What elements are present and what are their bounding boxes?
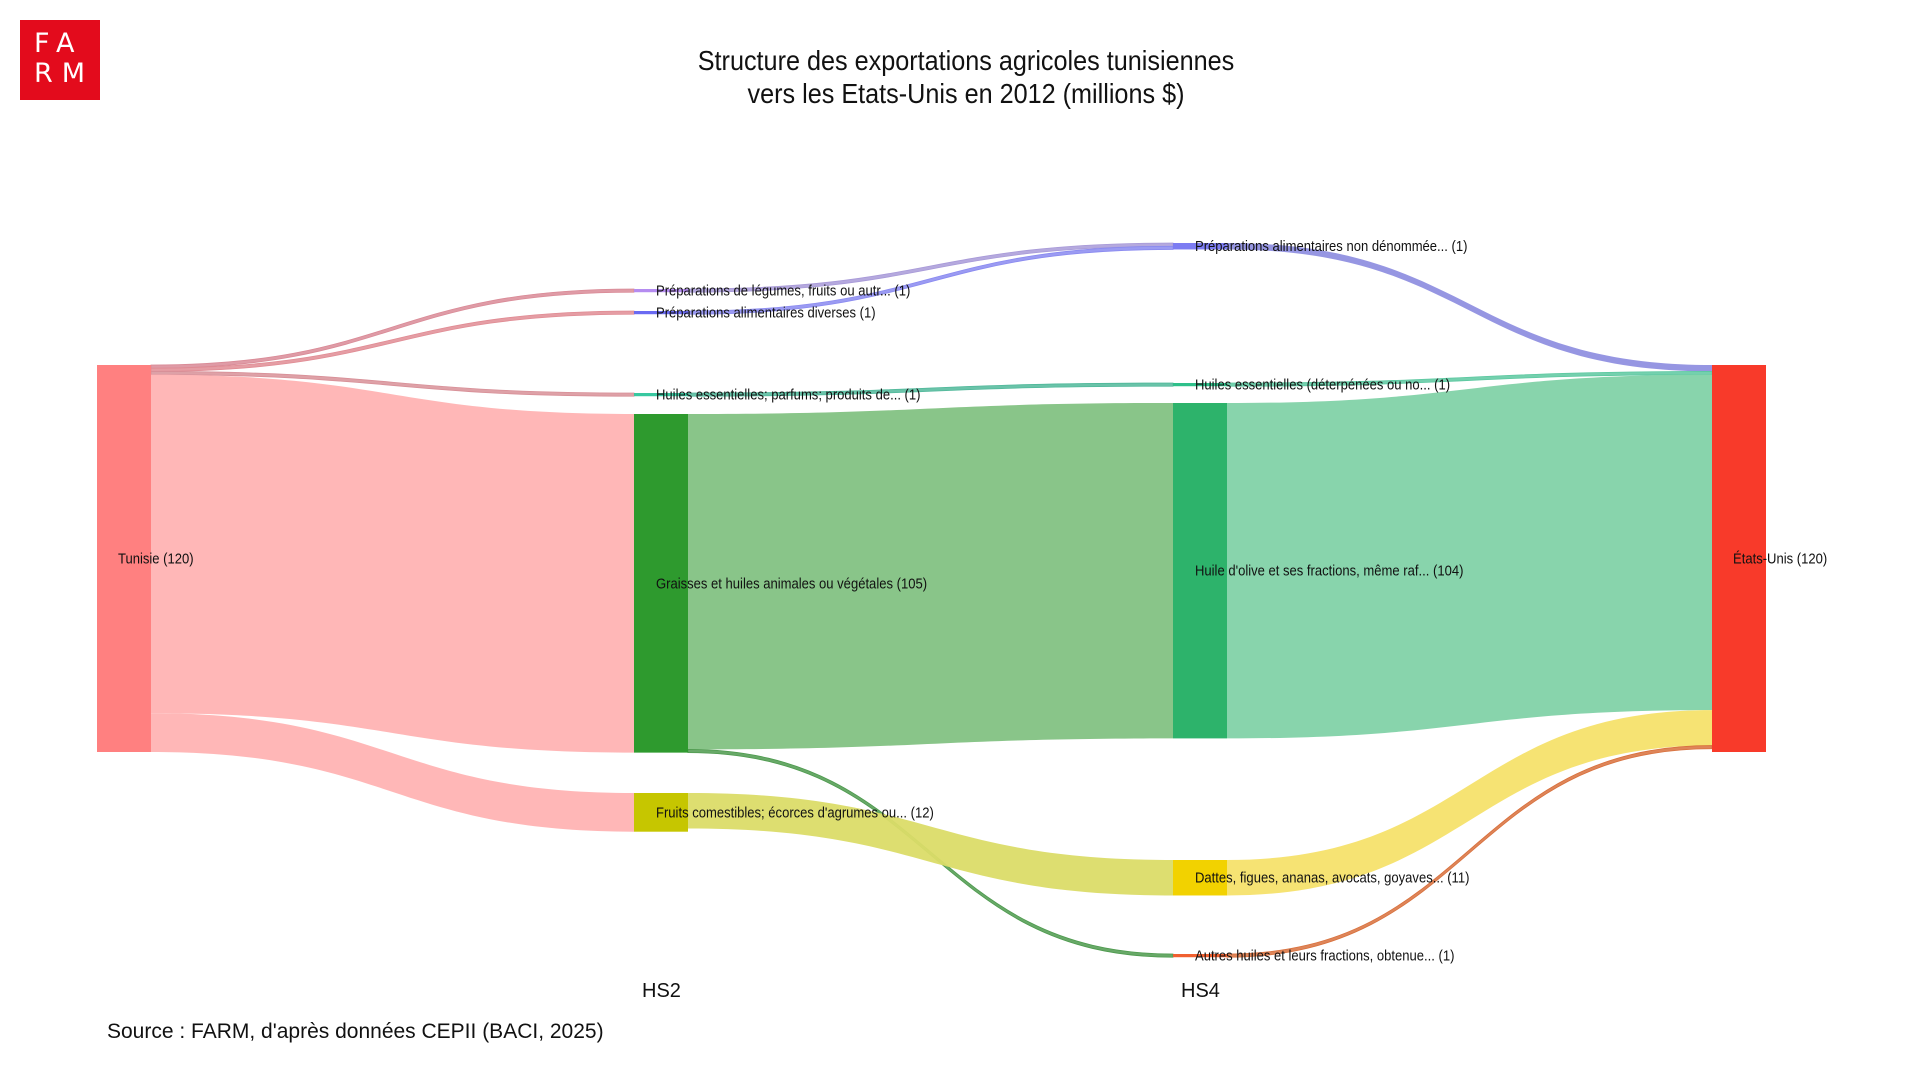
sankey-link-autres-us[interactable] xyxy=(1226,745,1713,958)
node-label-us: États-Unis (120) xyxy=(1733,550,1827,567)
sankey-link-prep_nd-us[interactable] xyxy=(1227,243,1712,372)
sankey-nodes xyxy=(97,243,1766,958)
chart-title-line-1: Structure des exportations agricoles tun… xyxy=(697,45,1235,76)
sankey-node-prep_div[interactable] xyxy=(634,311,688,315)
node-label-fruits: Fruits comestibles; écorces d'agrumes ou… xyxy=(656,805,934,821)
sankey-links xyxy=(150,242,1713,958)
logo-line-1: FA xyxy=(34,28,84,59)
column-label-hs4: HS4 xyxy=(1181,980,1220,1002)
sankey-node-fruits[interactable] xyxy=(634,793,688,832)
sankey-node-prep_leg[interactable] xyxy=(634,289,688,293)
node-label-huiles2: Huiles essentielles; parfums; produits d… xyxy=(656,387,920,403)
source-note: Source : FARM, d'après données CEPII (BA… xyxy=(107,1020,604,1043)
node-label-prep_nd: Préparations alimentaires non dénommée..… xyxy=(1195,239,1467,255)
sankey-node-autres[interactable] xyxy=(1173,954,1227,958)
sankey-link-dattes-us[interactable] xyxy=(1227,710,1712,896)
sankey-node-prep_nd[interactable] xyxy=(1173,243,1227,250)
node-label-prep_div: Préparations alimentaires diverses (1) xyxy=(656,305,876,321)
sankey-node-huiles2[interactable] xyxy=(634,393,688,397)
sankey-link-tunisie-graisses[interactable] xyxy=(151,374,634,753)
node-label-dattes: Dattes, figues, ananas, avocats, goyaves… xyxy=(1195,870,1469,886)
sankey-node-dattes[interactable] xyxy=(1173,860,1227,896)
sankey-node-huiles4[interactable] xyxy=(1173,383,1227,387)
sankey-node-us[interactable] xyxy=(1712,365,1766,752)
chart-title-line-2: vers les Etats-Unis en 2012 (millions $) xyxy=(747,78,1185,109)
column-label-hs2: HS2 xyxy=(642,980,681,1002)
node-label-graisses: Graisses et huiles animales ou végétales… xyxy=(656,576,927,592)
sankey-labels: Tunisie (120) Préparations de légumes, fr… xyxy=(118,239,1827,964)
sankey-node-tunisie[interactable] xyxy=(97,365,151,752)
sankey-link-tunisie-fruits[interactable] xyxy=(151,713,634,832)
node-label-huiles4: Huiles essentielles (déterpénées ou no..… xyxy=(1195,377,1450,393)
sankey-link-olive-us[interactable] xyxy=(1227,374,1712,739)
sankey-link-graisses-olive[interactable] xyxy=(688,403,1173,750)
sankey-link-fruits-dattes[interactable] xyxy=(688,793,1173,896)
farm-logo: FA RM xyxy=(20,20,100,100)
sankey-node-olive[interactable] xyxy=(1173,403,1227,739)
sankey-link-tunisie-prep_leg[interactable] xyxy=(150,288,635,369)
logo-line-2: RM xyxy=(34,58,95,89)
node-label-olive: Huile d'olive et ses fractions, même raf… xyxy=(1195,563,1463,579)
node-label-tunisie: Tunisie (120) xyxy=(118,551,194,567)
node-label-prep_leg: Préparations de légumes, fruits ou autr.… xyxy=(656,283,910,299)
node-label-autres: Autres huiles et leurs fractions, obtenu… xyxy=(1195,948,1454,964)
chart-title: Structure des exportations agricoles tun… xyxy=(0,44,1920,110)
sankey-node-graisses[interactable] xyxy=(634,414,688,753)
